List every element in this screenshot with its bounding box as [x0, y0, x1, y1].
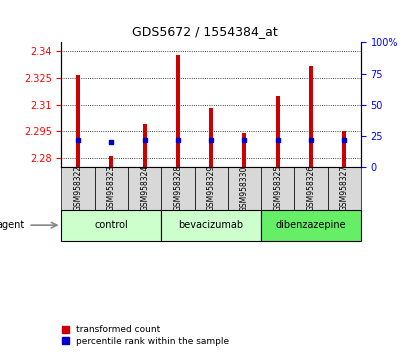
Bar	[261, 210, 360, 241]
Point	[174, 137, 181, 143]
Text: GSM958326: GSM958326	[306, 165, 315, 211]
Bar	[294, 167, 327, 210]
Text: GSM958324: GSM958324	[140, 165, 149, 211]
Bar	[109, 156, 113, 167]
Bar	[161, 167, 194, 210]
Bar	[175, 55, 180, 167]
Bar	[242, 133, 246, 167]
Bar	[227, 167, 261, 210]
Text: GSM958328: GSM958328	[173, 165, 182, 211]
Bar	[275, 96, 279, 167]
Bar	[342, 131, 345, 167]
Point	[75, 137, 81, 143]
Text: GSM958329: GSM958329	[206, 165, 215, 211]
Point	[240, 137, 247, 143]
Point	[207, 137, 214, 143]
Bar	[94, 167, 128, 210]
Bar	[327, 167, 360, 210]
Bar	[142, 124, 146, 167]
Text: GSM958323: GSM958323	[107, 165, 116, 211]
Text: GSM958327: GSM958327	[339, 165, 348, 211]
Text: GSM958325: GSM958325	[272, 165, 281, 211]
Bar	[61, 210, 161, 241]
Bar	[161, 210, 261, 241]
Point	[141, 137, 148, 143]
Text: GDS5672 / 1554384_at: GDS5672 / 1554384_at	[132, 25, 277, 38]
Text: agent: agent	[0, 220, 25, 230]
Bar	[61, 167, 94, 210]
Point	[340, 137, 346, 143]
Text: control: control	[94, 220, 128, 230]
Text: dibenzazepine: dibenzazepine	[275, 220, 345, 230]
Bar	[76, 75, 80, 167]
Bar	[128, 167, 161, 210]
Bar	[308, 65, 312, 167]
Point	[274, 137, 280, 143]
Text: GSM958322: GSM958322	[74, 165, 83, 211]
Bar	[209, 108, 213, 167]
Point	[307, 137, 313, 143]
Bar	[194, 167, 227, 210]
Point	[108, 139, 115, 145]
Text: bevacizumab: bevacizumab	[178, 220, 243, 230]
Legend: transformed count, percentile rank within the sample: transformed count, percentile rank withi…	[62, 325, 229, 346]
Text: GSM958330: GSM958330	[239, 165, 248, 212]
Bar	[261, 167, 294, 210]
